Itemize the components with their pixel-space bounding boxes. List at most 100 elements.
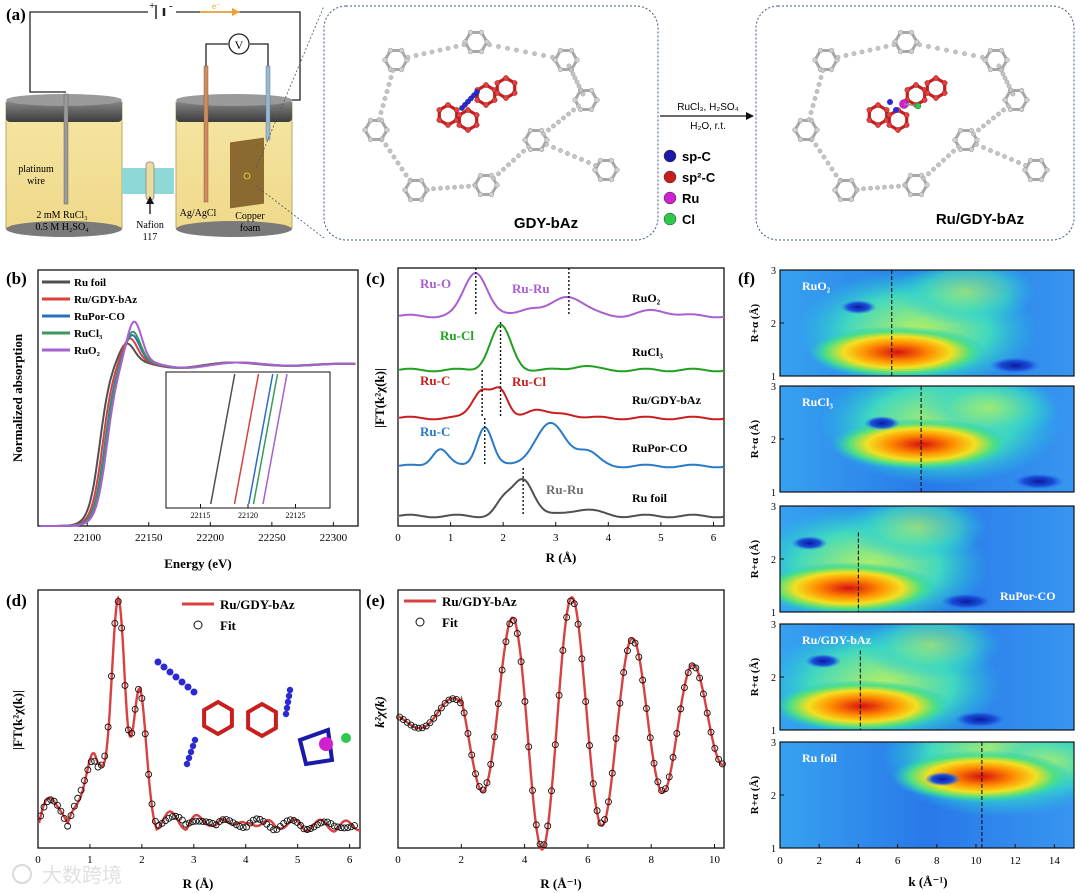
wavelet-map (780, 506, 1074, 612)
fit-point-e (631, 639, 639, 647)
fit-point-d (270, 826, 277, 834)
grey-atom (477, 191, 484, 198)
ylabel-b: Normalized absorption (10, 333, 25, 462)
grey-atom (382, 57, 388, 63)
fit-point-e (707, 728, 715, 736)
legend-swatch (663, 212, 677, 226)
legend-marker-e (415, 617, 425, 627)
grey-atom (477, 172, 484, 179)
map-ytick-label: 1 (771, 488, 776, 499)
chain-atom (491, 175, 496, 181)
fit-point-e (536, 840, 544, 848)
grey-atom (797, 117, 804, 124)
grey-atom (1002, 97, 1008, 103)
series-label-c: RuPor-CO (632, 441, 688, 455)
chain-atom (859, 49, 865, 55)
chain-atom (380, 103, 386, 108)
chain-atom (403, 172, 409, 178)
chain-atom (935, 45, 940, 51)
chain-atom (981, 123, 986, 129)
sp2-atom (933, 95, 939, 101)
series-line-c (398, 272, 725, 319)
xtick-b-tick-label: 22150 (135, 532, 163, 544)
wavelet-map (780, 624, 1074, 730)
sp2-atom (483, 82, 489, 88)
sp-atom (283, 704, 291, 712)
chain-atom (882, 184, 887, 190)
fit-point-e (551, 741, 559, 749)
fit-point-d (141, 730, 149, 738)
chain-atom (883, 44, 889, 49)
fit-point-e (449, 695, 457, 703)
fit-point-d (310, 823, 318, 831)
sp-atom (166, 668, 174, 676)
chain-atom (496, 171, 501, 177)
chain-atom (395, 160, 401, 166)
grey-atom (792, 127, 798, 133)
chain-atom (812, 96, 818, 101)
grey-atom (488, 191, 495, 198)
chain-atom (837, 178, 843, 184)
sp2-atom (465, 127, 471, 133)
fit-point-e (491, 733, 498, 741)
chain-atom (566, 63, 572, 69)
chain-atom (926, 44, 931, 49)
left-beaker: platinum wire 2 mM RuCl₃ 0.5 M H₂SO₄ (5, 93, 123, 237)
cl-atom (914, 102, 922, 110)
fit-point-e (548, 787, 555, 795)
fit-point-d (108, 672, 115, 680)
series-label-c: Ru foil (632, 491, 668, 505)
chain-atom (956, 144, 961, 150)
chain-atom (1006, 83, 1012, 89)
nafion-label-2: 117 (143, 232, 158, 243)
legend-b: Ru foil Ru/GDY-bAz RuPor-CO RuCl₃ RuO₂ (42, 277, 137, 357)
xtick-b-tick-label: 22250 (258, 532, 286, 544)
grey-atom (362, 127, 368, 133)
sp-atom (191, 736, 199, 744)
chain-atom (843, 53, 849, 58)
fit-point-e (525, 743, 533, 751)
fit-point-e (677, 705, 685, 713)
grey-atom (402, 187, 408, 193)
chain-atom (445, 185, 450, 191)
fit-point-e (407, 721, 415, 729)
sp-atom (185, 754, 193, 762)
grey-atom (592, 167, 598, 173)
right-beaker: Ag/AgCl Copper foam (175, 65, 293, 237)
map-ytick-label: 3 (771, 502, 776, 513)
grey-atom (814, 127, 820, 133)
chain-atom (991, 115, 996, 121)
sp2-atom (494, 90, 501, 96)
chain-atom (996, 111, 1001, 117)
sp2-atom (474, 97, 481, 103)
map-trough (989, 357, 1042, 374)
fit-point-d (337, 824, 345, 832)
series-line-b (40, 320, 356, 527)
ru-atom (319, 737, 333, 751)
xtick-e-tick-label: 10 (709, 854, 721, 866)
map-peak (891, 750, 1072, 803)
sp-atom (189, 742, 197, 750)
sp2-atom (895, 127, 901, 133)
fit-point-d (91, 757, 99, 765)
xtick-c-tick-label: 3 (553, 532, 559, 544)
grey-atom (398, 66, 405, 73)
sp2-ring (246, 701, 278, 739)
map-trough (953, 711, 1006, 728)
wavelet-map (780, 386, 1074, 492)
chain-atom (813, 142, 819, 148)
grey-atom (597, 157, 604, 164)
map-ytick-label: 3 (771, 738, 776, 749)
chain-atom (405, 54, 411, 60)
fit-point-d (165, 814, 173, 822)
structure-label-left: GDY-bAz (514, 215, 578, 232)
grey-atom (848, 177, 855, 184)
chain-atom (390, 68, 396, 73)
grey-atom (467, 48, 474, 55)
fit-point-d (222, 816, 230, 824)
grey-atom (398, 47, 405, 54)
chain-atom (378, 110, 384, 115)
chain-atom (941, 157, 946, 163)
map-ylabel: R+α (Å) (749, 539, 761, 578)
